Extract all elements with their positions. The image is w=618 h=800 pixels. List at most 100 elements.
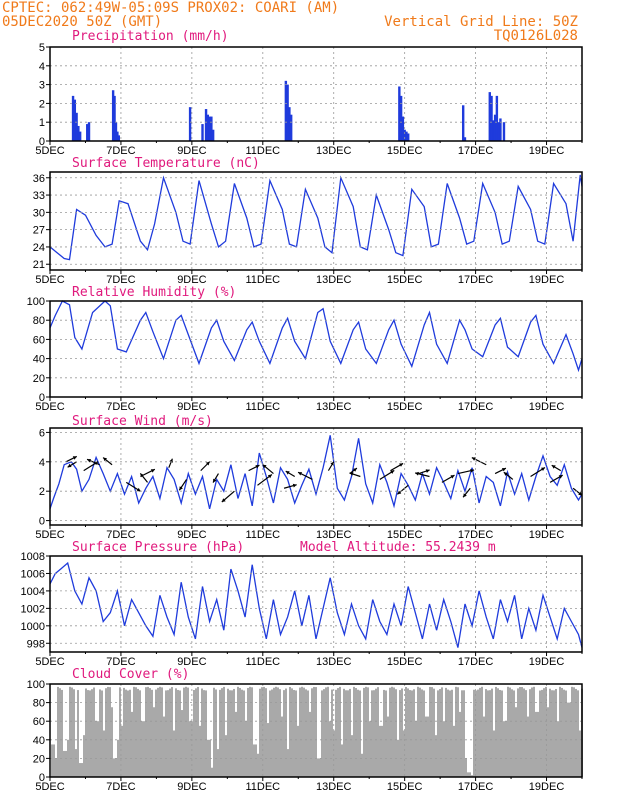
cloud-xtick-label: 7DEC bbox=[106, 781, 135, 793]
precip-bar bbox=[117, 135, 121, 141]
precip-xtick-label: 13DEC bbox=[316, 145, 352, 157]
cloud-bar bbox=[421, 689, 423, 777]
wind-frame bbox=[49, 427, 583, 526]
cloud-bar bbox=[163, 716, 165, 777]
precip-ytick-label: 2 bbox=[39, 98, 45, 110]
cloud-bar bbox=[125, 689, 127, 777]
cloud-bar bbox=[267, 723, 269, 777]
wind-vector-head bbox=[352, 468, 357, 472]
cloud-bar bbox=[369, 721, 371, 777]
precip-bar bbox=[210, 116, 213, 141]
cloud-bar bbox=[291, 688, 293, 777]
cloud-bar bbox=[189, 721, 191, 777]
cloud-bar bbox=[469, 772, 471, 777]
cloud-bar bbox=[443, 721, 445, 777]
cloud-bar bbox=[119, 687, 121, 777]
cloud-bar bbox=[129, 689, 131, 777]
cloud-bar bbox=[271, 689, 273, 777]
wind-vector-head bbox=[397, 490, 402, 495]
cloud-bar bbox=[289, 686, 291, 777]
temp-panel-title: Surface Temperature (nC) bbox=[72, 156, 260, 171]
cloud-bar bbox=[307, 690, 309, 777]
header-station: CPTEC: 062:49W-05:09S PROX02: COARI (AM) bbox=[2, 0, 339, 16]
temp-panel: 21 24 27 30 33 36 5DEC 7DEC 9DEC 11DEC 13DEC 15DEC 1… bbox=[33, 171, 583, 286]
precip-xtick-label: 19DEC bbox=[529, 145, 565, 157]
humidity-series-line bbox=[49, 300, 583, 373]
humidity-xtick-label: 7DEC bbox=[106, 401, 135, 413]
temp-ytick-label: 21 bbox=[33, 259, 45, 271]
cloud-bar bbox=[537, 711, 539, 777]
cloud-bar bbox=[317, 758, 319, 777]
cloud-bar bbox=[465, 758, 467, 777]
cloud-bar bbox=[83, 735, 85, 777]
cloud-bar bbox=[269, 690, 271, 777]
cloud-bar bbox=[309, 711, 311, 777]
cloud-bar bbox=[171, 687, 173, 777]
cloud-bar bbox=[213, 687, 215, 777]
humidity-ytick-label: 40 bbox=[33, 354, 45, 366]
pressure-ytick-label: 1008 bbox=[21, 551, 45, 563]
cloud-bar bbox=[173, 730, 175, 777]
cloud-bar bbox=[527, 716, 529, 777]
cloud-bar bbox=[509, 687, 511, 777]
cloud-bar bbox=[89, 690, 91, 777]
temp-ytick-label: 27 bbox=[33, 225, 45, 237]
precip-bar bbox=[495, 95, 499, 141]
cloud-bar bbox=[321, 690, 323, 777]
precip-ytick-label: 5 bbox=[39, 42, 45, 54]
cloud-panel: 0 20 40 60 80 100 5DEC 7DEC 9DEC 11DEC 13DEC 15DEC 1… bbox=[27, 679, 583, 793]
cloud-bar bbox=[383, 689, 385, 777]
cloud-bar bbox=[473, 689, 475, 777]
cloud-bar bbox=[519, 686, 521, 777]
cloud-bar bbox=[215, 689, 217, 777]
humidity-xtick-label: 9DEC bbox=[177, 401, 206, 413]
wind-vector-head bbox=[179, 486, 183, 491]
cloud-bar bbox=[451, 689, 453, 777]
cloud-bar bbox=[575, 688, 577, 777]
cloud-bar bbox=[241, 689, 243, 777]
precip-bar bbox=[73, 99, 77, 141]
cloud-bar bbox=[433, 688, 435, 777]
cloud-bar bbox=[229, 690, 231, 777]
cloud-bar bbox=[233, 688, 235, 777]
cloud-bar bbox=[101, 690, 103, 777]
cloud-bar bbox=[323, 689, 325, 777]
wind-panel-title: Surface Wind (m/s) bbox=[72, 414, 213, 429]
cloud-bar bbox=[405, 687, 407, 777]
cloud-bar bbox=[319, 758, 321, 777]
cloud-bar bbox=[135, 687, 137, 777]
cloud-bar bbox=[55, 758, 57, 777]
cloud-bar bbox=[147, 686, 149, 777]
wind-vector-head bbox=[262, 464, 267, 469]
cloud-bar bbox=[579, 730, 581, 777]
cloud-bar bbox=[577, 690, 579, 777]
cloud-bar bbox=[415, 721, 417, 777]
wind-xtick-label: 19DEC bbox=[529, 529, 565, 541]
cloud-bar bbox=[61, 689, 63, 777]
cloud-bar bbox=[81, 763, 83, 777]
humidity-ytick-label: 100 bbox=[27, 296, 45, 308]
cloud-bar bbox=[99, 689, 101, 777]
wind-vector-head bbox=[551, 465, 556, 469]
wind-xtick-label: 5DEC bbox=[35, 529, 64, 541]
cloud-bar bbox=[121, 725, 123, 777]
cloud-bar bbox=[153, 707, 155, 777]
humidity-xtick-label: 13DEC bbox=[316, 401, 352, 413]
cloud-bar bbox=[117, 739, 119, 777]
cloud-bar bbox=[541, 689, 543, 777]
wind-xtick-label: 9DEC bbox=[177, 529, 206, 541]
wind-vector-head bbox=[255, 465, 260, 469]
cloud-bar bbox=[297, 725, 299, 777]
cloud-bar bbox=[499, 689, 501, 777]
wind-vector-head bbox=[67, 463, 72, 468]
cloud-bar bbox=[567, 702, 569, 777]
precip-bar bbox=[497, 122, 500, 141]
precip-bar bbox=[398, 86, 401, 141]
precip-bar bbox=[206, 114, 210, 141]
cloud-bar bbox=[431, 687, 433, 777]
cloud-bar bbox=[67, 739, 69, 777]
cloud-bar bbox=[257, 753, 259, 777]
wind-vector-head bbox=[140, 473, 144, 478]
cloud-bar bbox=[283, 690, 285, 777]
precip-bar bbox=[201, 124, 204, 141]
